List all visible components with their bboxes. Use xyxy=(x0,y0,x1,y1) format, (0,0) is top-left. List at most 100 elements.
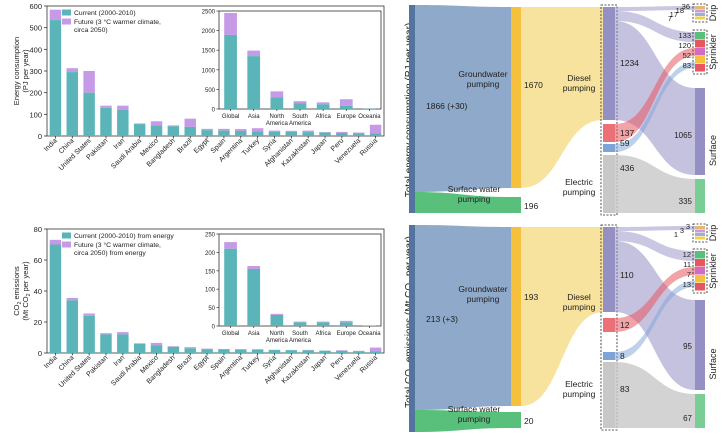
y-tick-label: 300 xyxy=(29,67,42,76)
bar-current xyxy=(302,350,313,353)
inset-y-tick-label: 1000 xyxy=(202,68,216,74)
y-tick-label: 80 xyxy=(34,225,42,234)
x-tick-label: Brazil xyxy=(176,137,194,155)
inset-y-tick-label: 200 xyxy=(205,251,216,257)
inset-bar-current xyxy=(270,315,283,326)
bar-current xyxy=(319,133,330,136)
bar-current xyxy=(218,131,229,136)
inset-bar-future xyxy=(340,99,353,106)
right-segment xyxy=(695,233,705,236)
x-tick-label: India xyxy=(43,137,59,153)
inset-x-tick-label: Asia xyxy=(248,331,260,337)
value-surface-secondary: 335 xyxy=(679,197,693,206)
bar-future xyxy=(184,347,195,348)
bar-future xyxy=(252,128,263,131)
right-segment xyxy=(695,56,705,64)
bar-current xyxy=(252,350,263,353)
node-surface-source-bar xyxy=(511,197,521,213)
right-column-label: Drip xyxy=(708,225,718,242)
bar-current xyxy=(235,131,246,136)
co2-sankey-diagram: Total CO2​ emissions (Mt CO2​ per year)D… xyxy=(404,222,718,432)
value-drip: 7 xyxy=(668,14,672,23)
bar-current xyxy=(184,127,195,136)
inset-bar-future xyxy=(270,91,283,97)
x-tick-label: Brazil xyxy=(176,354,194,372)
bar-future xyxy=(151,343,162,345)
bar-current xyxy=(100,108,111,136)
inset-y-tick-label: 500 xyxy=(205,88,216,94)
node-electric-surface xyxy=(603,362,615,428)
bar-future xyxy=(168,125,179,126)
bar-future xyxy=(370,348,381,352)
bar-future xyxy=(235,129,246,131)
value-sprinkler: 52 xyxy=(683,51,691,60)
value-surface-electric: 20 xyxy=(524,416,534,426)
bar-current xyxy=(184,348,195,353)
flow-groundwater-to-diesel xyxy=(415,5,511,192)
y-axis-label-line: Energy consumption xyxy=(12,37,21,105)
inset-x-tick-label: Africa xyxy=(315,114,331,120)
node-surface-source-bar xyxy=(511,412,521,428)
bar-current xyxy=(269,350,280,353)
bar-future xyxy=(117,106,128,110)
value-electric-surface: 83 xyxy=(620,384,630,394)
inset-frame xyxy=(219,234,381,326)
bar-current xyxy=(353,351,364,353)
right-segment xyxy=(695,283,705,291)
bar-future xyxy=(336,132,347,133)
bar-current xyxy=(201,349,212,353)
x-tick-label: Russia xyxy=(359,137,379,157)
bar-current xyxy=(218,349,229,353)
inset-bar-future xyxy=(294,322,307,323)
y-tick-label: 20 xyxy=(34,318,42,327)
bar-future xyxy=(218,129,229,131)
y-axis-label-line: (PJ per year) xyxy=(21,49,30,93)
legend-label: Future (3 °C warmer climate,circa 2050) xyxy=(74,18,161,34)
bar-future xyxy=(269,131,280,132)
x-tick-label: Turkey xyxy=(241,137,261,157)
y-tick-label: 200 xyxy=(29,89,42,98)
inset-y-tick-label: 250 xyxy=(205,233,216,239)
value-diesel-main: 1234 xyxy=(620,58,639,68)
right-segment xyxy=(695,394,705,428)
value-groundwater-diesel: 1670 xyxy=(524,80,543,90)
bar-future xyxy=(370,125,381,134)
node-diesel-sprinkler xyxy=(603,124,615,142)
inset-y-tick-label: 2500 xyxy=(202,10,216,16)
right-segment xyxy=(695,48,705,56)
y-tick-label: 100 xyxy=(29,110,42,119)
value-surface-main: 1065 xyxy=(674,131,692,140)
value-diesel-sprinkler: 137 xyxy=(620,128,634,138)
bar-future xyxy=(286,131,297,132)
bar-future xyxy=(235,349,246,350)
bar-current xyxy=(286,350,297,353)
legend-swatch xyxy=(62,19,71,25)
bar-future xyxy=(134,123,145,124)
x-tick-label: Egypt xyxy=(193,354,211,372)
value-electric-sprinkler: 59 xyxy=(620,138,630,148)
legend-swatch xyxy=(62,242,71,248)
inset-bar-future xyxy=(247,266,260,269)
right-segment xyxy=(695,6,705,9)
right-segment xyxy=(695,13,705,16)
bar-future xyxy=(117,332,128,334)
inset-x-tick-label: Africa xyxy=(315,331,331,337)
node-diesel-main xyxy=(603,7,615,120)
bar-current xyxy=(370,351,381,353)
legend-swatch xyxy=(62,10,71,16)
right-segment xyxy=(695,40,705,48)
inset-bar-future xyxy=(224,242,237,249)
inset-x-tick-label: Asia xyxy=(248,114,260,120)
right-segment xyxy=(695,275,705,283)
value-drip: 3 xyxy=(686,222,690,231)
x-tick-label: Japan xyxy=(310,137,329,156)
bar-future xyxy=(302,131,313,133)
y-tick-label: 0 xyxy=(38,349,42,358)
y-axis-label-line: (Mt CO2​ per year) xyxy=(21,261,32,321)
inset-bar-current xyxy=(294,322,307,326)
bar-future xyxy=(336,350,347,351)
right-column-label: Drip xyxy=(708,5,718,22)
